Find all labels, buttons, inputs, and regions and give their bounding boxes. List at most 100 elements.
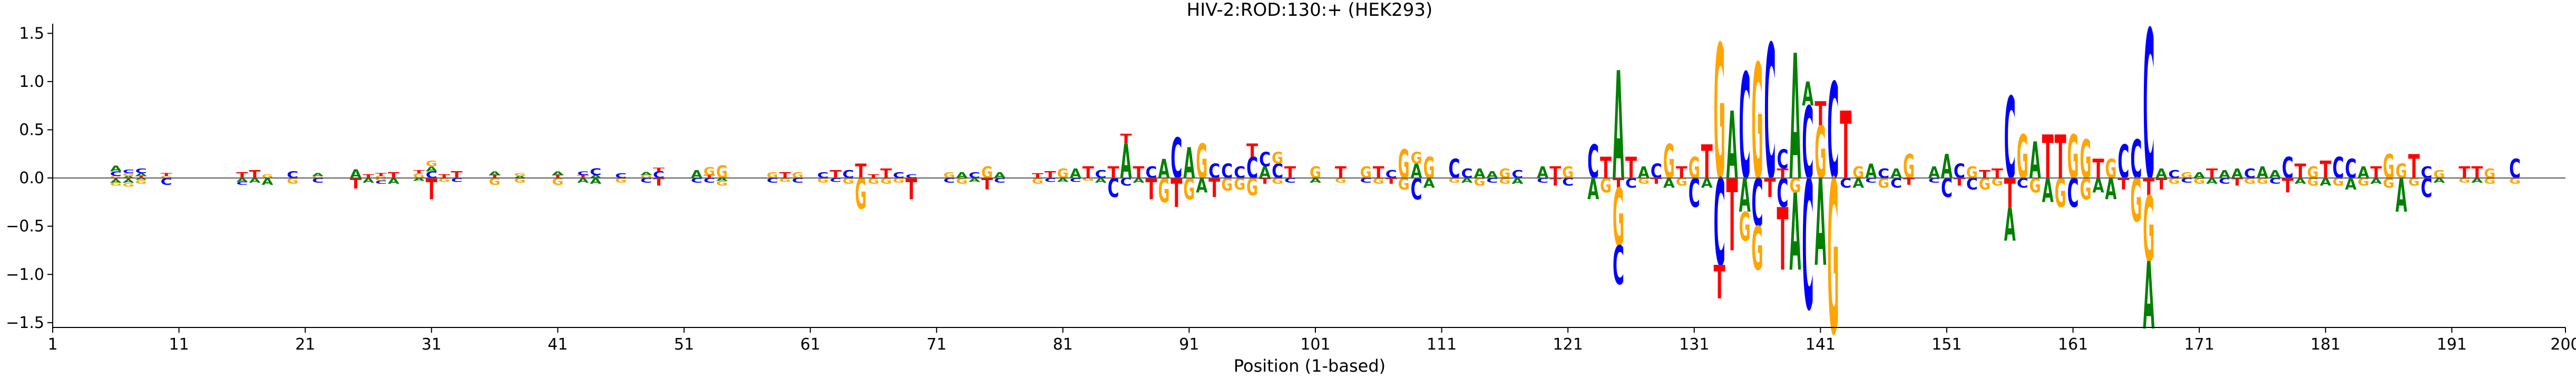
logo-letter-t: T bbox=[350, 175, 362, 192]
logo-letter-g: G bbox=[438, 177, 450, 183]
logo-letter-t: T bbox=[438, 173, 451, 180]
logo-letter-c: C bbox=[1170, 127, 1182, 192]
logo-letter-t: T bbox=[489, 174, 501, 179]
logo-letter-t: T bbox=[867, 173, 880, 180]
logo-letter-glyph: A bbox=[1928, 163, 1940, 182]
logo-letter-a: A bbox=[1158, 153, 1169, 184]
logo-letter-glyph: A bbox=[489, 171, 501, 177]
logo-letter-g: G bbox=[2307, 176, 2319, 188]
logo-letter-a: A bbox=[2370, 177, 2383, 186]
logo-letter-glyph: T bbox=[905, 172, 917, 206]
logo-letter-a: A bbox=[1259, 163, 1271, 182]
logo-letter-c: C bbox=[640, 177, 652, 184]
logo-letter-c: C bbox=[236, 181, 248, 186]
logo-letter-g: G bbox=[123, 182, 134, 188]
logo-letter-a: A bbox=[1423, 176, 1435, 191]
logo-letter-glyph: T bbox=[2206, 166, 2218, 181]
logo-letter-g: G bbox=[1878, 176, 1889, 191]
logo-letter-t: T bbox=[981, 175, 993, 194]
logo-letter-glyph: G bbox=[1373, 177, 1384, 186]
logo-letter-glyph: C bbox=[640, 177, 652, 184]
logo-letter-c: C bbox=[1625, 175, 1637, 191]
logo-letter-t: T bbox=[2118, 175, 2130, 194]
logo-letter-glyph: G bbox=[1814, 112, 1826, 196]
x-tick-label: 141 bbox=[1806, 335, 1836, 354]
logo-letter-a: A bbox=[2105, 173, 2116, 206]
logo-letter-glyph: C bbox=[1928, 177, 1940, 184]
logo-letter-g: G bbox=[1423, 152, 1435, 185]
logo-letter-glyph: T bbox=[653, 166, 665, 173]
logo-letter-c: C bbox=[1108, 173, 1119, 204]
logo-letter-c: C bbox=[110, 171, 122, 178]
logo-letter-t: T bbox=[2320, 157, 2331, 184]
logo-letter-glyph: G bbox=[2017, 124, 2028, 193]
logo-letter-glyph: C bbox=[2509, 154, 2521, 184]
logo-letter-glyph: G bbox=[1966, 164, 1978, 182]
logo-letter-glyph: G bbox=[1032, 177, 1043, 186]
logo-letter-a: A bbox=[2219, 168, 2230, 181]
logo-letter-c: C bbox=[1739, 44, 1751, 213]
logo-letter-g: G bbox=[1499, 177, 1510, 186]
logo-letter-glyph: T bbox=[413, 170, 425, 174]
logo-letter-glyph: G bbox=[375, 175, 387, 178]
logo-letter-a: A bbox=[1701, 176, 1713, 191]
logo-letter-glyph: G bbox=[2080, 173, 2092, 207]
logo-letter-a: A bbox=[110, 179, 122, 184]
logo-letter-a: A bbox=[1928, 163, 1940, 182]
logo-letter-a: A bbox=[2320, 176, 2331, 188]
logo-letter-c: C bbox=[2244, 166, 2256, 182]
logo-letter-glyph: C bbox=[1272, 160, 1283, 183]
logo-letter-glyph: A bbox=[1726, 92, 1738, 200]
logo-letter-c: C bbox=[135, 167, 147, 175]
logo-letter-glyph: G bbox=[489, 176, 501, 187]
logo-letter-glyph: A bbox=[590, 174, 601, 179]
logo-letter-c: C bbox=[1651, 160, 1662, 183]
logo-letter-glyph: C bbox=[1449, 154, 1460, 184]
logo-letter-glyph: G bbox=[2383, 148, 2395, 186]
logo-letter-g: G bbox=[1739, 205, 1751, 251]
logo-letter-t: T bbox=[905, 172, 917, 206]
logo-letter-g: G bbox=[2358, 176, 2369, 188]
logo-letter-glyph: G bbox=[1714, 6, 1725, 222]
logo-letter-a: A bbox=[363, 177, 374, 184]
logo-letter-glyph: G bbox=[1310, 164, 1321, 182]
x-tick-label: 91 bbox=[1179, 335, 1199, 354]
logo-letter-c: C bbox=[1689, 170, 1700, 216]
logo-letter-t: T bbox=[880, 166, 892, 181]
logo-letter-g: G bbox=[956, 177, 968, 186]
logo-letter-glyph: C bbox=[2118, 136, 2129, 190]
logo-letter-glyph: C bbox=[1840, 175, 1851, 191]
logo-letter-glyph: T bbox=[2295, 160, 2306, 183]
logo-letter-a: A bbox=[1613, 42, 1624, 213]
logo-letter-glyph: G bbox=[2029, 174, 2041, 197]
logo-letter-g: G bbox=[2193, 177, 2205, 186]
logo-letter-glyph: C bbox=[1246, 152, 1258, 185]
logo-letter-t: T bbox=[1992, 166, 2003, 181]
logo-letter-glyph: A bbox=[1802, 76, 1813, 114]
logo-letter-t: T bbox=[2143, 174, 2154, 202]
logo-letter-g: G bbox=[1272, 177, 1283, 186]
logo-letter-glyph: C bbox=[2421, 173, 2432, 204]
logo-letter-glyph: T bbox=[1145, 172, 1157, 206]
logo-letter-c: C bbox=[1259, 148, 1271, 172]
logo-letter-glyph: T bbox=[1170, 170, 1182, 216]
logo-letter-glyph: T bbox=[1840, 92, 1851, 200]
logo-letter-g: G bbox=[1992, 176, 2003, 188]
logo-letter-glyph: G bbox=[2383, 176, 2395, 191]
logo-letter-t: T bbox=[653, 176, 665, 188]
logo-letter-glyph: A bbox=[1852, 176, 1864, 191]
logo-letter-glyph: A bbox=[2320, 176, 2331, 188]
logo-letter-g: G bbox=[1562, 164, 1574, 182]
logo-letter-glyph: G bbox=[1739, 205, 1751, 251]
logo-letter-g: G bbox=[1196, 134, 1207, 190]
logo-letter-glyph: C bbox=[375, 181, 387, 185]
x-tick-label: 51 bbox=[674, 335, 694, 354]
logo-letter-g: G bbox=[1789, 174, 1801, 197]
logo-letter-glyph: A bbox=[135, 173, 147, 177]
logo-letter-g: G bbox=[867, 177, 879, 186]
logo-letter-glyph: A bbox=[2295, 177, 2307, 186]
logo-letter-glyph: C bbox=[2282, 152, 2294, 185]
logo-letter-glyph: C bbox=[2181, 177, 2192, 184]
logo-letter-glyph: G bbox=[2408, 176, 2419, 188]
logo-letter-glyph: A bbox=[969, 177, 981, 183]
